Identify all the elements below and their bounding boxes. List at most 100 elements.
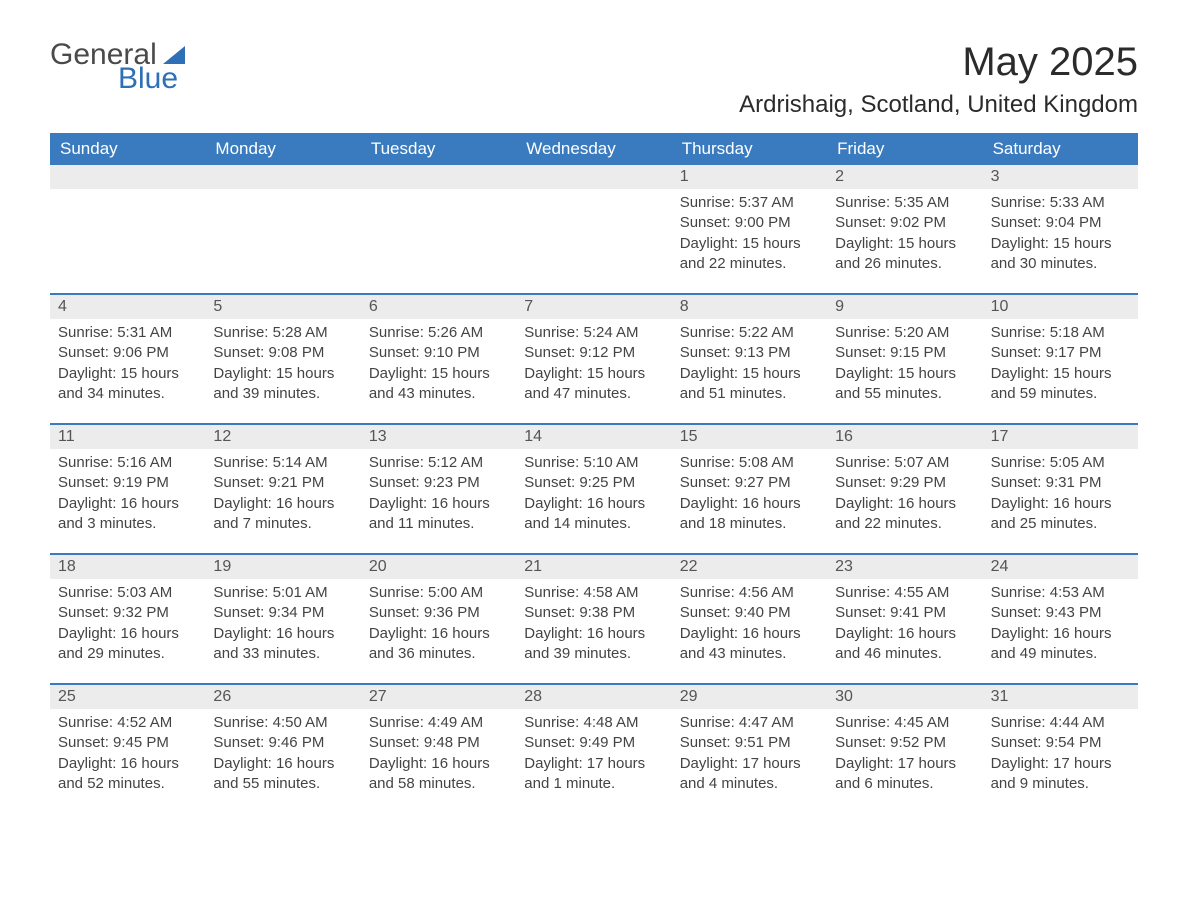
- day-cell: [516, 189, 671, 293]
- daylight-text: Daylight: 15 hours and 26 minutes.: [835, 234, 974, 275]
- day-cell: Sunrise: 5:05 AMSunset: 9:31 PMDaylight:…: [983, 449, 1138, 553]
- day-cell: Sunrise: 5:26 AMSunset: 9:10 PMDaylight:…: [361, 319, 516, 423]
- day-number-row: 11121314151617: [50, 423, 1138, 449]
- sunset-text: Sunset: 9:06 PM: [58, 343, 197, 363]
- daylight-text: Daylight: 16 hours and 14 minutes.: [524, 494, 663, 535]
- day-number-row: 45678910: [50, 293, 1138, 319]
- sunrise-text: Sunrise: 5:28 AM: [213, 323, 352, 343]
- sunset-text: Sunset: 9:49 PM: [524, 733, 663, 753]
- daylight-text: Daylight: 16 hours and 11 minutes.: [369, 494, 508, 535]
- daylight-text: Daylight: 16 hours and 55 minutes.: [213, 754, 352, 795]
- daylight-text: Daylight: 17 hours and 9 minutes.: [991, 754, 1130, 795]
- day-number: [50, 165, 205, 189]
- sunset-text: Sunset: 9:27 PM: [680, 473, 819, 493]
- sunset-text: Sunset: 9:41 PM: [835, 603, 974, 623]
- day-number: 28: [516, 685, 671, 709]
- day-number: 25: [50, 685, 205, 709]
- daylight-text: Daylight: 16 hours and 49 minutes.: [991, 624, 1130, 665]
- sunset-text: Sunset: 9:21 PM: [213, 473, 352, 493]
- daylight-text: Daylight: 16 hours and 25 minutes.: [991, 494, 1130, 535]
- daylight-text: Daylight: 15 hours and 34 minutes.: [58, 364, 197, 405]
- day-cell: Sunrise: 5:20 AMSunset: 9:15 PMDaylight:…: [827, 319, 982, 423]
- daylight-text: Daylight: 15 hours and 30 minutes.: [991, 234, 1130, 275]
- daylight-text: Daylight: 15 hours and 47 minutes.: [524, 364, 663, 405]
- daylight-text: Daylight: 15 hours and 55 minutes.: [835, 364, 974, 405]
- daylight-text: Daylight: 16 hours and 43 minutes.: [680, 624, 819, 665]
- sunset-text: Sunset: 9:32 PM: [58, 603, 197, 623]
- daylight-text: Daylight: 15 hours and 39 minutes.: [213, 364, 352, 405]
- weekday-header: Sunday: [50, 133, 205, 165]
- day-cell: Sunrise: 5:28 AMSunset: 9:08 PMDaylight:…: [205, 319, 360, 423]
- sunset-text: Sunset: 9:13 PM: [680, 343, 819, 363]
- logo: General Blue: [50, 40, 185, 94]
- day-details-row: Sunrise: 5:37 AMSunset: 9:00 PMDaylight:…: [50, 189, 1138, 293]
- day-number: 6: [361, 295, 516, 319]
- day-number: 13: [361, 425, 516, 449]
- day-number: 2: [827, 165, 982, 189]
- sunset-text: Sunset: 9:17 PM: [991, 343, 1130, 363]
- sunset-text: Sunset: 9:19 PM: [58, 473, 197, 493]
- day-cell: Sunrise: 5:07 AMSunset: 9:29 PMDaylight:…: [827, 449, 982, 553]
- daylight-text: Daylight: 16 hours and 39 minutes.: [524, 624, 663, 665]
- sunrise-text: Sunrise: 4:45 AM: [835, 713, 974, 733]
- sunrise-text: Sunrise: 4:49 AM: [369, 713, 508, 733]
- sunrise-text: Sunrise: 5:16 AM: [58, 453, 197, 473]
- daylight-text: Daylight: 16 hours and 36 minutes.: [369, 624, 508, 665]
- day-number: 27: [361, 685, 516, 709]
- title-block: May 2025 Ardrishaig, Scotland, United Ki…: [739, 40, 1138, 119]
- day-number-row: 25262728293031: [50, 683, 1138, 709]
- weekday-header: Saturday: [983, 133, 1138, 165]
- sunrise-text: Sunrise: 5:26 AM: [369, 323, 508, 343]
- day-cell: Sunrise: 4:49 AMSunset: 9:48 PMDaylight:…: [361, 709, 516, 813]
- day-cell: Sunrise: 4:45 AMSunset: 9:52 PMDaylight:…: [827, 709, 982, 813]
- sunrise-text: Sunrise: 5:33 AM: [991, 193, 1130, 213]
- day-cell: Sunrise: 5:24 AMSunset: 9:12 PMDaylight:…: [516, 319, 671, 423]
- day-cell: Sunrise: 5:33 AMSunset: 9:04 PMDaylight:…: [983, 189, 1138, 293]
- sunrise-text: Sunrise: 5:35 AM: [835, 193, 974, 213]
- day-number: 12: [205, 425, 360, 449]
- calendar: Sunday Monday Tuesday Wednesday Thursday…: [50, 133, 1138, 813]
- sunset-text: Sunset: 9:52 PM: [835, 733, 974, 753]
- day-number: 23: [827, 555, 982, 579]
- day-cell: Sunrise: 4:44 AMSunset: 9:54 PMDaylight:…: [983, 709, 1138, 813]
- day-cell: Sunrise: 5:35 AMSunset: 9:02 PMDaylight:…: [827, 189, 982, 293]
- weekday-header: Wednesday: [516, 133, 671, 165]
- day-number: 30: [827, 685, 982, 709]
- sunrise-text: Sunrise: 5:37 AM: [680, 193, 819, 213]
- day-cell: Sunrise: 4:47 AMSunset: 9:51 PMDaylight:…: [672, 709, 827, 813]
- daylight-text: Daylight: 17 hours and 6 minutes.: [835, 754, 974, 795]
- day-cell: Sunrise: 5:01 AMSunset: 9:34 PMDaylight:…: [205, 579, 360, 683]
- sunrise-text: Sunrise: 5:20 AM: [835, 323, 974, 343]
- logo-text-blue: Blue: [118, 64, 185, 94]
- day-number: 18: [50, 555, 205, 579]
- day-cell: Sunrise: 4:56 AMSunset: 9:40 PMDaylight:…: [672, 579, 827, 683]
- sunrise-text: Sunrise: 5:24 AM: [524, 323, 663, 343]
- day-cell: [205, 189, 360, 293]
- day-number: 24: [983, 555, 1138, 579]
- sunrise-text: Sunrise: 4:58 AM: [524, 583, 663, 603]
- sunset-text: Sunset: 9:31 PM: [991, 473, 1130, 493]
- daylight-text: Daylight: 16 hours and 33 minutes.: [213, 624, 352, 665]
- day-cell: Sunrise: 4:48 AMSunset: 9:49 PMDaylight:…: [516, 709, 671, 813]
- day-cell: Sunrise: 5:16 AMSunset: 9:19 PMDaylight:…: [50, 449, 205, 553]
- day-cell: Sunrise: 5:37 AMSunset: 9:00 PMDaylight:…: [672, 189, 827, 293]
- day-number: 17: [983, 425, 1138, 449]
- daylight-text: Daylight: 16 hours and 58 minutes.: [369, 754, 508, 795]
- sunrise-text: Sunrise: 4:48 AM: [524, 713, 663, 733]
- daylight-text: Daylight: 15 hours and 43 minutes.: [369, 364, 508, 405]
- day-cell: [361, 189, 516, 293]
- day-cell: Sunrise: 4:50 AMSunset: 9:46 PMDaylight:…: [205, 709, 360, 813]
- day-cell: Sunrise: 5:12 AMSunset: 9:23 PMDaylight:…: [361, 449, 516, 553]
- day-number: 16: [827, 425, 982, 449]
- sunset-text: Sunset: 9:38 PM: [524, 603, 663, 623]
- sunrise-text: Sunrise: 4:53 AM: [991, 583, 1130, 603]
- sunset-text: Sunset: 9:43 PM: [991, 603, 1130, 623]
- sunrise-text: Sunrise: 5:14 AM: [213, 453, 352, 473]
- day-number: 14: [516, 425, 671, 449]
- sunset-text: Sunset: 9:34 PM: [213, 603, 352, 623]
- daylight-text: Daylight: 16 hours and 52 minutes.: [58, 754, 197, 795]
- sunrise-text: Sunrise: 5:01 AM: [213, 583, 352, 603]
- sunrise-text: Sunrise: 4:50 AM: [213, 713, 352, 733]
- day-cell: Sunrise: 5:00 AMSunset: 9:36 PMDaylight:…: [361, 579, 516, 683]
- sunrise-text: Sunrise: 5:10 AM: [524, 453, 663, 473]
